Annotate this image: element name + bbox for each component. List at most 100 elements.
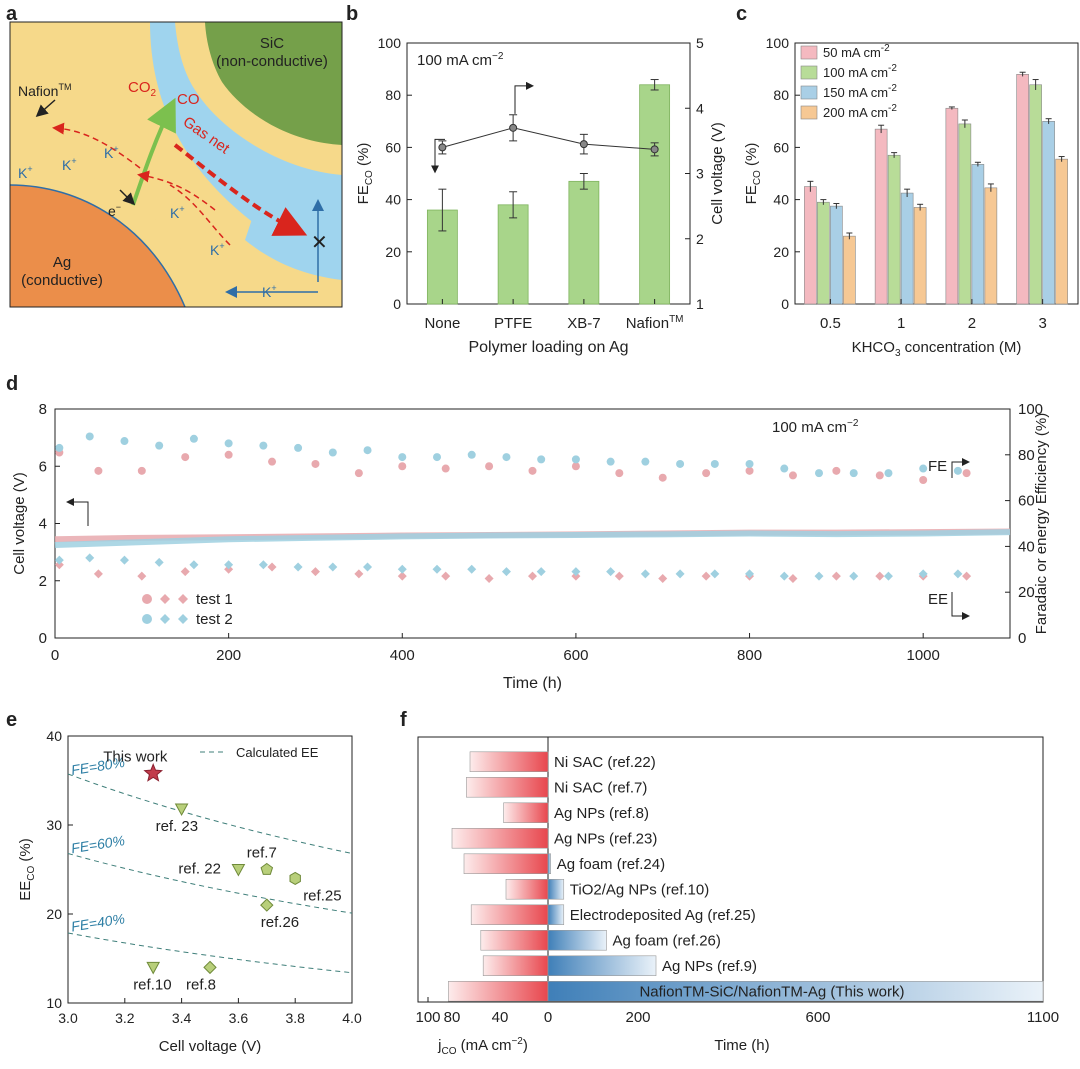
fe-point [815,469,823,478]
fe-point [658,473,667,482]
ee-point [528,571,537,581]
x-tick-label: 200 [216,647,241,664]
fe-point [953,466,962,475]
y2-tick-label: 60 [1018,493,1035,510]
row-label: NafionTM-SiC/NafionTM-Ag (This work) [639,983,904,1000]
legend-swatch [800,45,818,60]
y-tick-label: 60 [385,139,401,155]
point-label: This work [103,748,168,765]
current-density-bar [451,828,549,849]
k-plus-label: K+ [262,283,277,300]
bar [817,201,830,305]
panel-b-chart: 0 20 40 60 80 100 1 2 3 4 5 None PTFE XB-7 NafionTM 100… [355,35,726,356]
y-tick-label: 0 [393,296,401,312]
fe-point [224,439,233,448]
ee-point [484,573,494,583]
fe-point [745,466,754,475]
fe-point [268,457,277,466]
fe-point [641,457,650,466]
y-tick-label: 100 [378,35,402,51]
y2-axis-label: Faradaic or energy Efficiency (%) [1033,413,1050,634]
bar [984,187,998,305]
voltage-point [579,140,588,149]
bar [568,180,600,305]
x-tick-label: 3 [1038,315,1046,332]
voltage-trace [54,529,1011,548]
ee-point [154,557,164,567]
bar [1055,158,1068,305]
k-plus-label: K+ [18,164,33,181]
ee-point [849,571,859,581]
voltage-indicator-arrow [66,498,89,526]
fe-point [120,437,129,446]
ag-particle [10,185,185,307]
data-point [203,960,217,975]
row-label: Ag foam (ref.24) [557,856,665,873]
y-axis-label: FECO (%) [355,143,375,205]
ee-point [571,571,581,581]
fe-point [849,469,858,478]
y2-tick-label: 80 [1018,447,1035,464]
ag-sublabel: (conductive) [21,272,103,289]
bar [958,123,972,305]
legend-circle [142,614,152,624]
y2-tick-label: 100 [1018,401,1043,418]
ee-point [571,567,581,577]
voltage-line [442,127,655,150]
fe-point [528,466,537,475]
fe-point [137,466,146,475]
ee-point [441,571,451,581]
bar [639,84,671,305]
y2-tick-label: 1 [696,296,704,312]
ee-point [180,567,190,577]
x-tick-label: 3.8 [285,1010,305,1026]
sic-particle [205,22,342,145]
ee-point [224,560,234,570]
time-bar [547,904,565,925]
x-tick-label: NafionTM [626,314,684,332]
fe-point [94,466,103,475]
ee-point [962,571,972,581]
x-tick-label: 4.0 [342,1010,362,1026]
ee-point [536,567,546,577]
ee-point [875,571,885,581]
fe-indicator-arrow [951,458,970,478]
fe-point [962,469,971,478]
fe-point [328,448,337,457]
point-label: ref. 22 [178,861,221,878]
fe-point [710,459,719,468]
row-label: Ag NPs (ref.9) [662,958,757,975]
y-tick-label: 20 [46,906,62,922]
ee-point [432,564,442,574]
current-density-bar [466,777,549,798]
panel-f-chart: 100 80 40 0 200 600 1100 Ni SAC (ref.22) Ni SAC … [415,736,1059,1057]
ee-point [745,569,755,579]
fe-point [294,443,303,452]
right-axis-indicator [514,81,534,114]
ee-curve [67,932,353,974]
fe-point [354,469,363,478]
y-tick-label: 60 [773,139,789,155]
k-plus-label: K+ [62,156,77,173]
ee-point [614,571,624,581]
x-tick-label: 2 [968,315,976,332]
y-tick-label: 20 [773,244,789,260]
fe-point [485,462,494,471]
fe-point [467,450,476,459]
data-point [231,864,246,877]
x-tick-label: XB-7 [567,315,600,332]
ee-point [189,560,199,570]
y2-tick-label: 3 [696,166,704,182]
time-bar [547,981,1044,1002]
y-tick-label: 20 [385,244,401,260]
ee-point [397,564,407,574]
sic-sublabel: (non-conductive) [216,53,328,70]
y-axis-label: EECO (%) [17,838,37,901]
j-tick-label: 40 [492,1009,509,1026]
current-density-bar [448,981,549,1002]
bar [874,128,888,305]
data-point [143,763,164,782]
x-tick-label: 0.5 [820,315,841,332]
voltage-point [438,143,447,152]
ee-point [137,571,147,581]
